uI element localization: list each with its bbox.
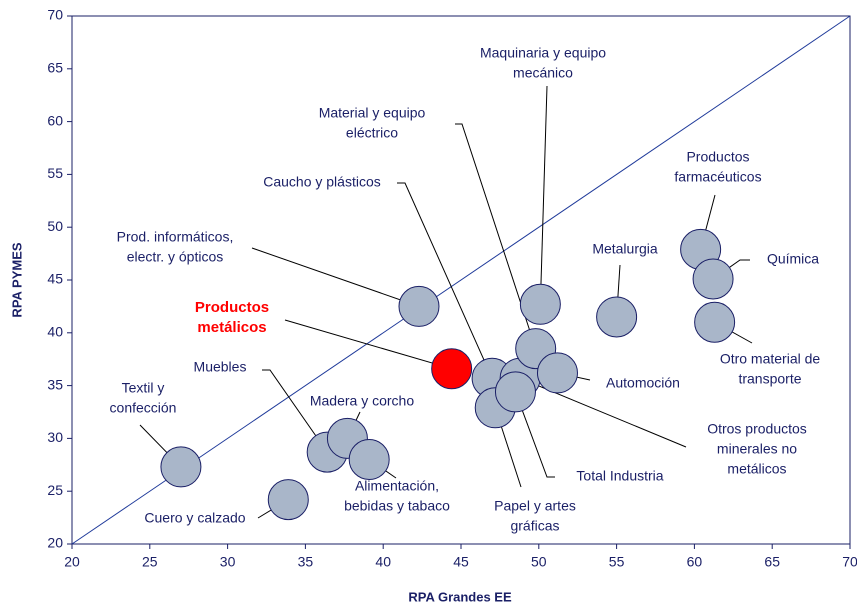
point-label: Total Industria [576,468,663,484]
point-label: Otro material de [720,351,821,367]
leader-line [262,369,328,453]
x-tick-label: 50 [531,554,547,570]
point-label: gráficas [510,518,559,534]
point-label: Cuero y calzado [144,510,245,526]
y-tick-label: 20 [47,535,63,551]
y-tick-label: 65 [47,60,63,76]
point-label: Papel y artes [494,498,576,514]
point-label: Material y equipo [319,105,426,121]
point-label: bebidas y tabaco [344,498,450,514]
x-tick-label: 40 [375,554,391,570]
point [398,285,440,327]
leader-line [514,391,555,478]
x-tick-label: 65 [764,554,780,570]
x-tick-label: 35 [298,554,314,570]
point-label: Caucho y plásticos [263,174,381,190]
point-label: transporte [738,371,801,387]
x-tick-label: 45 [453,554,469,570]
point-label: Textil y [122,380,165,396]
y-tick-label: 30 [47,429,63,445]
reference-line [71,15,851,545]
leader-line [251,247,420,307]
point-label: minerales no [717,441,797,457]
point-label: Química [767,251,819,267]
y-tick-label: 50 [47,218,63,234]
point-label: Maquinaria y equipo [480,45,606,61]
point [431,348,473,390]
point-label: Productos [195,299,269,316]
x-tick-label: 30 [220,554,236,570]
point [694,301,736,343]
point-label: Muebles [194,359,247,375]
y-tick-label: 45 [47,271,63,287]
point-label: Madera y corcho [310,393,414,409]
point-label: Otros productos [707,421,807,437]
point-label: eléctrico [346,125,398,141]
x-tick-label: 60 [687,554,703,570]
y-tick-label: 55 [47,165,63,181]
y-tick-label: 40 [47,324,63,340]
y-tick-label: 70 [47,7,63,23]
point-label: Metalurgia [592,241,658,257]
leader-line [455,123,537,349]
point-label: mecánico [513,65,573,81]
point [348,439,390,481]
point [596,296,638,338]
point-label: Automoción [606,375,680,391]
point [536,352,578,394]
x-tick-label: 55 [609,554,625,570]
y-tick-label: 60 [47,112,63,128]
point-label: metálicos [727,461,786,477]
leader-line [539,85,548,305]
point-label: Alimentación, [355,478,439,494]
point-label: confección [110,400,177,416]
point-label: electr. y ópticos [127,249,224,265]
point [160,446,202,488]
point [494,371,536,413]
point-label: Prod. informáticos, [117,229,234,245]
x-tick-label: 20 [64,554,80,570]
point [267,479,309,521]
y-tick-label: 35 [47,376,63,392]
point-label: farmacéuticos [674,169,761,185]
x-tick-label: 70 [842,554,857,570]
point-label: metálicos [197,319,266,336]
point [692,258,734,300]
point [519,283,561,325]
x-tick-label: 25 [142,554,158,570]
leader-line [284,319,452,370]
x-axis-title: RPA Grandes EE [408,589,512,604]
point-label: Productos [686,149,749,165]
y-axis-title: RPA PYMES [9,242,24,317]
y-tick-label: 25 [47,482,63,498]
leader-line [397,182,493,379]
